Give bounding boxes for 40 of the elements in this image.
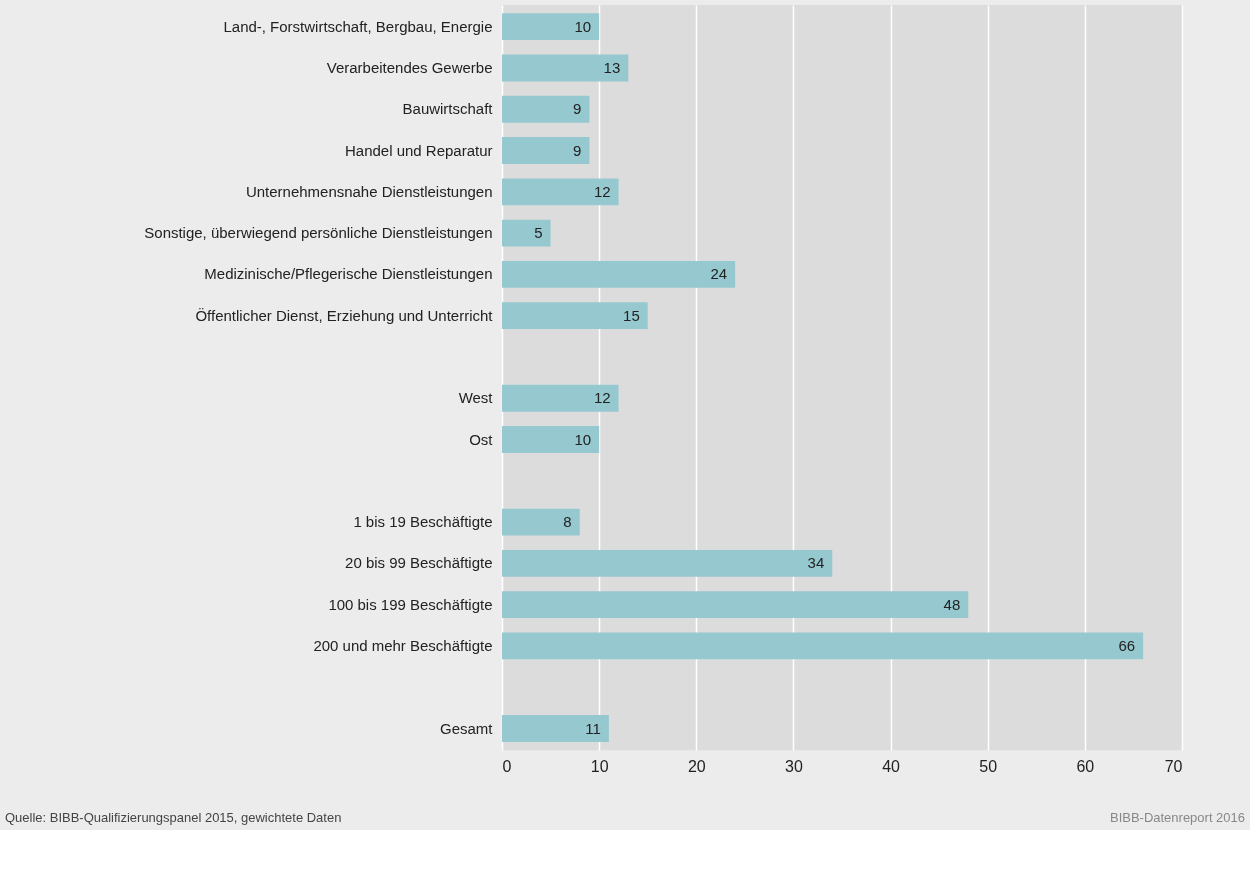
y-tick-label: 100 bis 199 Beschäftigte <box>328 595 493 613</box>
y-tick-label: West <box>458 389 494 407</box>
y-tick-label: Öffentlicher Dienst, Erziehung und Unterricht <box>195 306 494 324</box>
x-tick-label: 60 <box>1076 757 1095 775</box>
y-tick-label: 200 und mehr Beschäftigte <box>313 636 493 654</box>
y-tick-label: Verarbeitendes Gewerbe <box>326 58 493 76</box>
data-label: 13 <box>603 58 621 76</box>
x-tick-label: 50 <box>979 757 998 775</box>
x-tick-label: 0 <box>502 757 512 775</box>
data-label: 15 <box>623 306 640 324</box>
data-label: 8 <box>563 513 572 531</box>
y-tick-label: Medizinische/Pflegerische Dienstleistungen <box>204 265 493 283</box>
data-label: 12 <box>593 389 611 407</box>
y-tick-label: Unternehmensnahe Dienstleistungen <box>245 182 493 200</box>
y-tick-label: Handel und Reparatur <box>345 141 493 159</box>
y-tick-label: 1 bis 19 Beschäftigte <box>353 513 493 531</box>
x-tick-label: 30 <box>785 757 803 775</box>
data-label: 5 <box>534 224 543 242</box>
data-label: 34 <box>807 554 825 572</box>
x-tick-label: 20 <box>687 757 706 775</box>
y-tick-label: Ost <box>469 430 494 448</box>
x-tick-label: 70 <box>1164 757 1183 775</box>
data-label: 12 <box>593 182 611 200</box>
y-tick-label: Land-, Forstwirtschaft, Bergbau, Energie <box>223 17 493 35</box>
y-tick-label: 20 bis 99 Beschäftigte <box>345 554 493 572</box>
source-note: Quelle: BIBB-Qualifizierungspanel 2015, gewichtete Daten <box>5 810 342 826</box>
data-label: 66 <box>1118 636 1136 654</box>
data-label: 9 <box>573 100 582 118</box>
y-tick-label: Sonstige, überwiegend persönliche Dienstleistungen <box>144 224 493 242</box>
x-tick-label: 10 <box>590 757 609 775</box>
data-label: 10 <box>574 17 592 35</box>
data-label: 48 <box>943 595 961 613</box>
data-label: 24 <box>710 265 728 283</box>
text: BIBB-Datenreport 2016 <box>1110 810 1245 826</box>
data-label: 10 <box>574 430 592 448</box>
x-tick-label: 40 <box>882 757 901 775</box>
data-label: 9 <box>573 141 582 159</box>
y-tick-label: Bauwirtschaft <box>402 100 494 118</box>
data-label: 11 <box>585 719 601 737</box>
y-tick-label: Gesamt <box>440 719 494 737</box>
